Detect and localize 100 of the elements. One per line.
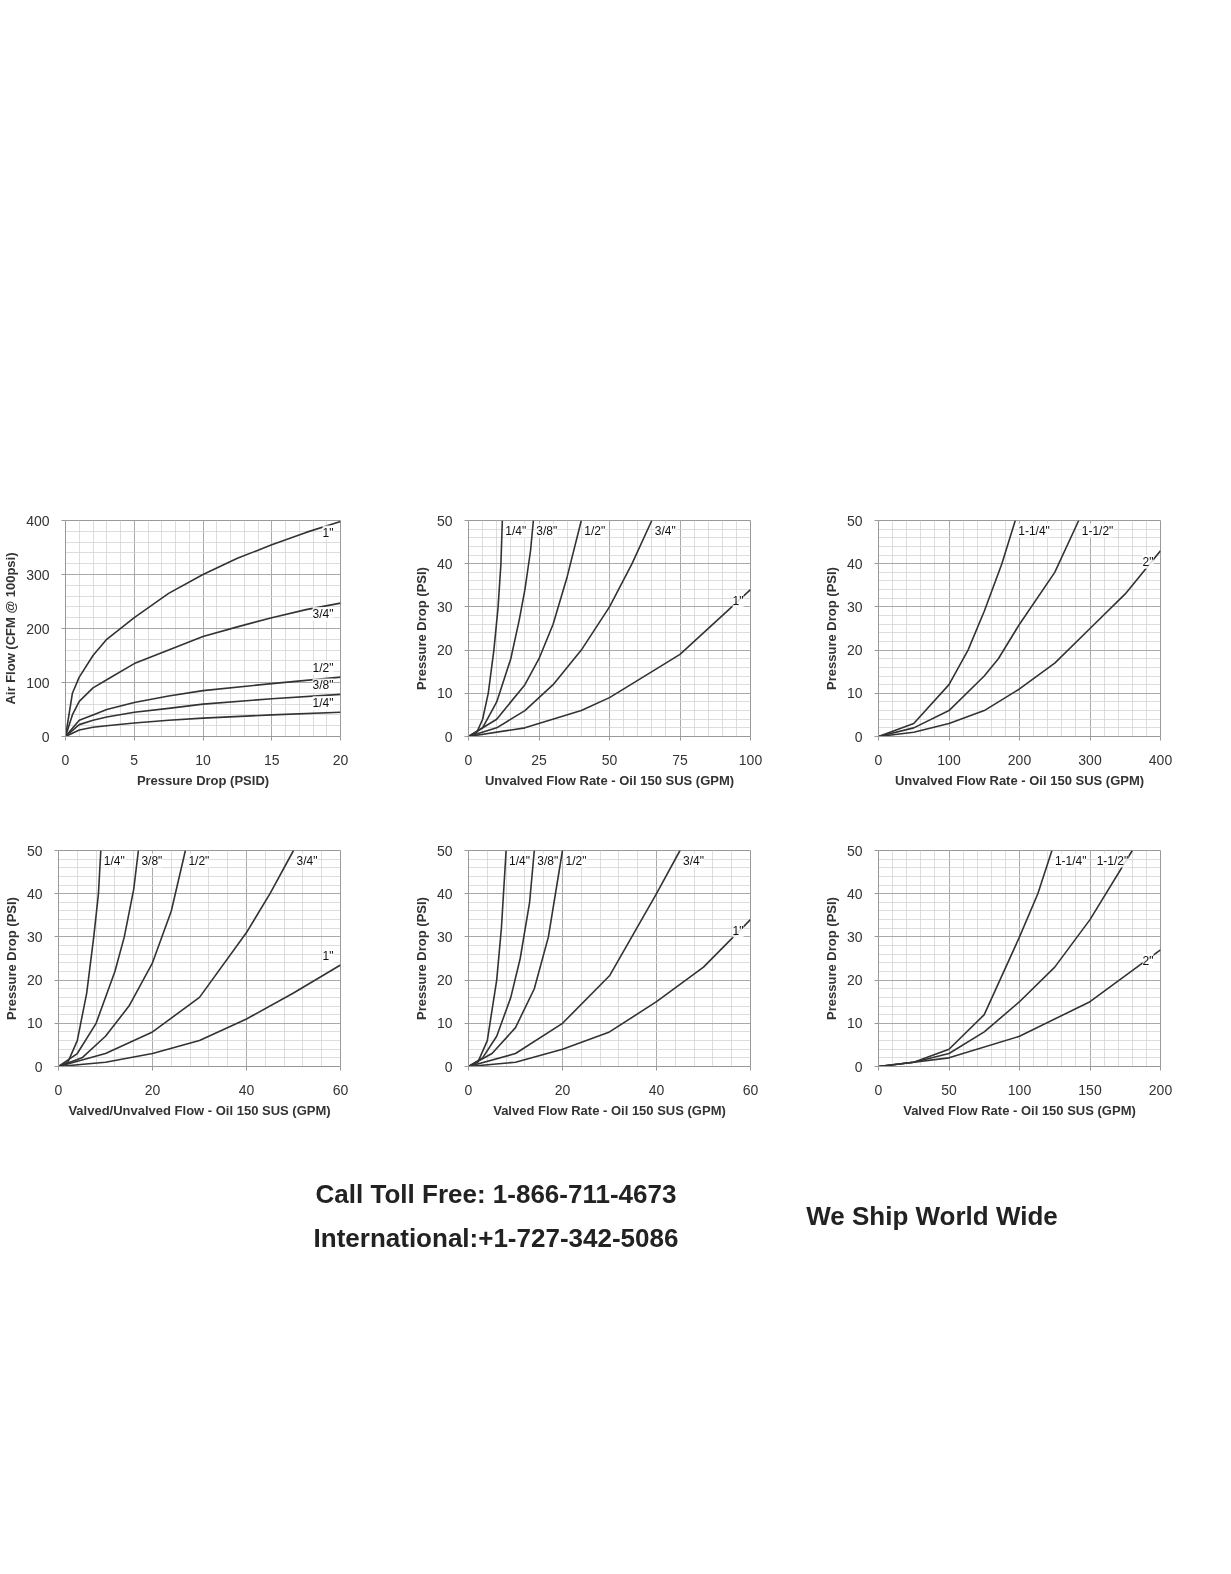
x-tick-label: 0 [464,1081,473,1098]
y-tick-label: 200 [26,620,50,637]
x-axis-title: Valved Flow Rate - Oil 150 SUS (GPM) [903,1102,1136,1118]
x-tick-label: 300 [1078,751,1102,768]
x-tick-label: 20 [332,751,349,768]
x-tick-label: 60 [332,1081,349,1098]
x-tick-label: 20 [144,1081,161,1098]
series-label: 3/8" [537,853,559,868]
x-tick-label: 0 [874,1081,883,1098]
y-tick-label: 10 [846,685,863,702]
y-tick-label: 40 [436,555,453,572]
y-tick-label: 50 [846,842,863,859]
y-axis-title: Air Flow (CFM @ 100psi) [3,552,19,705]
y-tick-label: 30 [846,928,863,945]
y-tick-label: 0 [854,1058,863,1075]
y-tick-label: 10 [436,685,453,702]
x-tick-label: 400 [1148,751,1173,768]
y-tick-label: 10 [26,1015,43,1032]
y-tick-label: 20 [846,972,863,989]
series-label: 1-1/2" [1081,523,1114,538]
y-tick-label: 10 [846,1015,863,1032]
x-tick-label: 60 [742,1081,759,1098]
series-label: 1-1/4" [1054,853,1087,868]
y-tick-label: 50 [26,842,43,859]
y-tick-label: 0 [854,728,863,745]
series-label: 1/2" [312,661,334,676]
y-tick-label: 50 [846,512,863,529]
x-axis-title: Pressure Drop (PSID) [136,772,270,788]
series-label: 3/8" [141,853,163,868]
x-tick-label: 0 [61,751,70,768]
series-label: 1/4" [103,853,125,868]
series-label: 3/8" [312,678,334,693]
x-tick-label: 150 [1078,1081,1102,1098]
y-tick-label: 0 [444,1058,453,1075]
y-axis-title: Pressure Drop (PSI) [3,897,19,1020]
series-label: 3/4" [296,853,318,868]
x-tick-label: 50 [601,751,618,768]
series-label: 1/4" [312,696,334,711]
x-tick-label: 40 [238,1081,255,1098]
series-label: 1" [322,525,334,540]
x-tick-label: 75 [672,751,688,768]
y-tick-label: 100 [26,674,50,691]
y-axis-title: Pressure Drop (PSI) [413,567,429,690]
x-tick-label: 100 [738,751,763,768]
y-tick-label: 10 [436,1015,453,1032]
y-tick-label: 50 [436,512,453,529]
y-tick-label: 0 [34,1058,43,1075]
series-label: 1" [732,593,744,608]
x-tick-label: 20 [554,1081,571,1098]
text: International:+1-727-342-5086 [313,1222,679,1253]
x-axis-title: Unvalved Flow Rate - Oil 150 SUS (GPM) [484,772,735,788]
y-tick-label: 40 [436,885,453,902]
y-tick-label: 20 [436,642,453,659]
series-label: 1/2" [584,523,606,538]
series-label: 1" [732,923,744,938]
y-tick-label: 0 [41,728,50,745]
x-tick-label: 10 [195,751,211,768]
y-tick-label: 40 [846,555,863,572]
y-tick-label: 50 [436,842,453,859]
y-tick-label: 20 [436,972,453,989]
y-tick-label: 30 [846,598,863,615]
series-label: 3/8" [536,523,558,538]
series-label: 1-1/2" [1096,853,1129,868]
x-tick-label: 200 [1007,751,1032,768]
series-label: 3/4" [683,853,704,868]
series-label: 1/2" [565,853,587,868]
x-tick-label: 0 [874,751,883,768]
x-axis-title: Unvalved Flow Rate - Oil 150 SUS (GPM) [894,772,1145,788]
y-tick-label: 40 [846,885,863,902]
x-axis-title: Valved/Unvalved Flow - Oil 150 SUS (GPM) [68,1102,331,1118]
series-label: 1/2" [188,853,210,868]
x-tick-label: 40 [648,1081,665,1098]
series-label: 1-1/4" [1018,523,1050,538]
x-tick-label: 25 [531,751,547,768]
x-tick-label: 0 [54,1081,63,1098]
y-tick-label: 20 [846,642,863,659]
x-tick-label: 5 [130,751,139,768]
y-tick-label: 40 [26,885,43,902]
x-tick-label: 0 [464,751,473,768]
y-tick-label: 30 [436,598,453,615]
text: Call Toll Free: 1-866-711-4673 [315,1178,677,1209]
y-tick-label: 0 [444,728,453,745]
text: We Ship World Wide [806,1200,1058,1231]
y-tick-label: 30 [26,928,43,945]
series-label: 3/4" [654,523,676,538]
series-label: 2" [1142,554,1154,569]
x-tick-label: 200 [1148,1081,1173,1098]
series-label: 2" [1142,953,1154,968]
series-label: 1/4" [509,853,531,868]
y-tick-label: 20 [26,972,43,989]
series-label: 1" [322,948,334,963]
x-tick-label: 100 [937,751,961,768]
y-axis-title: Pressure Drop (PSI) [413,897,429,1020]
x-axis-title: Valved Flow Rate - Oil 150 SUS (GPM) [493,1102,726,1118]
y-tick-label: 300 [26,566,50,583]
y-tick-label: 30 [436,928,453,945]
series-label: 1/4" [505,523,527,538]
x-tick-label: 50 [941,1081,957,1098]
x-tick-label: 100 [1007,1081,1032,1098]
y-tick-label: 400 [26,512,50,529]
